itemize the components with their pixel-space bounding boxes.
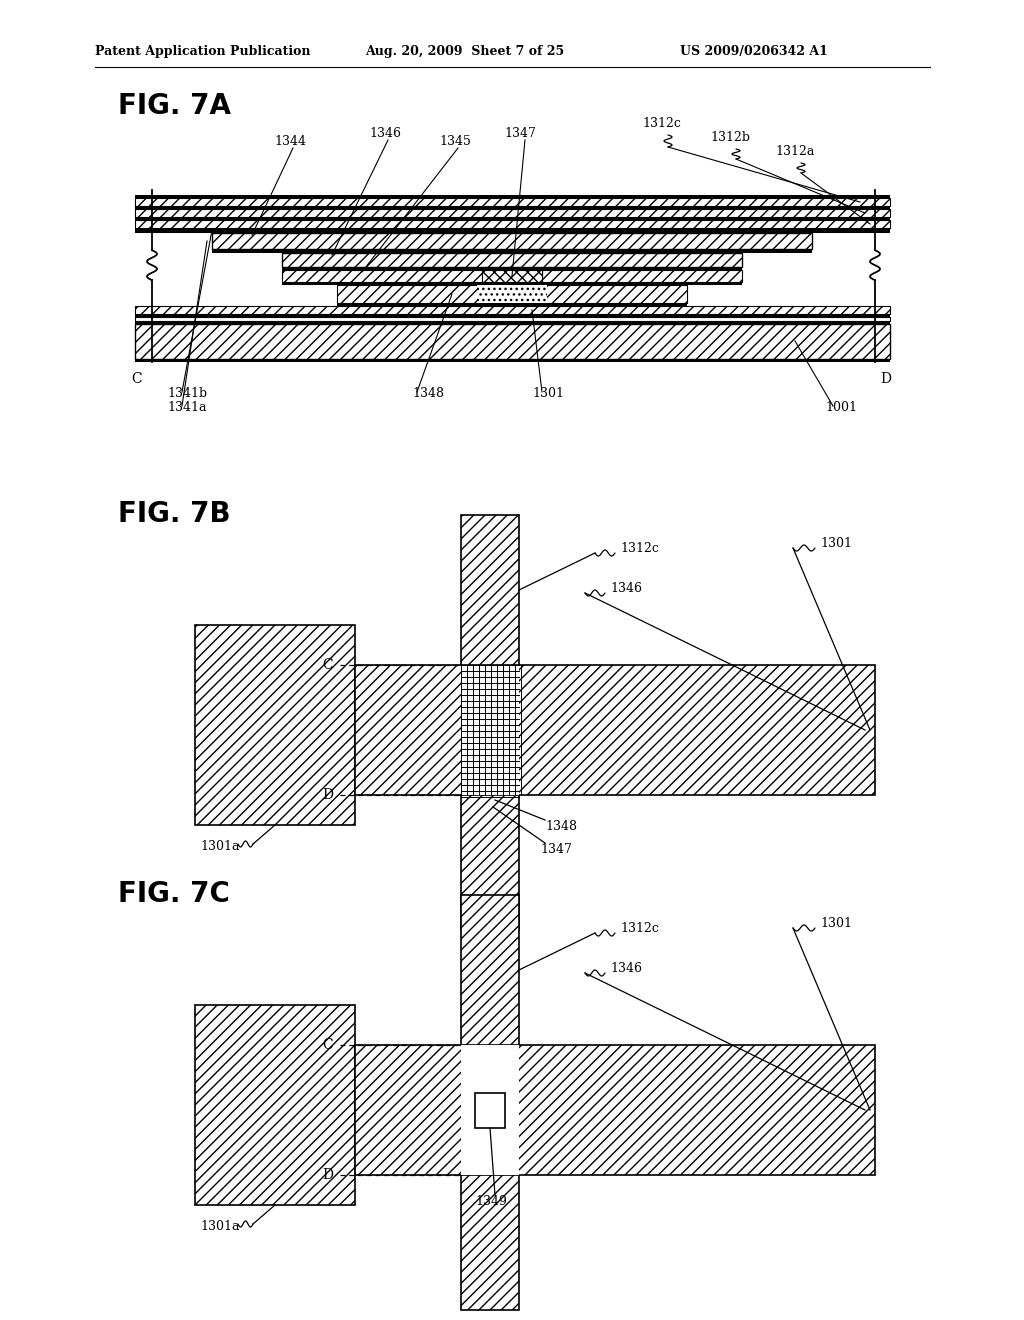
Text: FIG. 7C: FIG. 7C <box>118 880 229 908</box>
Text: Patent Application Publication: Patent Application Publication <box>95 45 310 58</box>
Text: 1301: 1301 <box>820 537 852 550</box>
Text: C: C <box>131 372 142 385</box>
Bar <box>477 285 547 304</box>
Text: 1001: 1001 <box>825 401 857 414</box>
Text: 1348: 1348 <box>545 820 577 833</box>
Text: 1301a: 1301a <box>200 1220 240 1233</box>
Bar <box>742 249 812 253</box>
Bar <box>195 1005 355 1205</box>
Text: 1312c: 1312c <box>620 543 658 554</box>
Bar <box>135 206 890 209</box>
Text: 1312b: 1312b <box>710 131 750 144</box>
Bar <box>195 624 355 825</box>
Text: 1301: 1301 <box>532 387 564 400</box>
Text: 1301: 1301 <box>820 917 852 931</box>
Bar <box>282 271 482 282</box>
Bar <box>135 228 890 234</box>
Bar <box>135 359 890 362</box>
Bar <box>337 304 687 306</box>
Bar <box>212 249 282 253</box>
Bar <box>337 285 687 304</box>
Bar <box>135 314 890 317</box>
Text: Aug. 20, 2009  Sheet 7 of 25: Aug. 20, 2009 Sheet 7 of 25 <box>365 45 564 58</box>
Bar <box>135 228 212 234</box>
Bar <box>282 253 742 267</box>
Text: 1312a: 1312a <box>775 145 814 158</box>
Bar <box>282 282 742 285</box>
Text: C: C <box>323 657 333 672</box>
Text: 1312c: 1312c <box>620 921 658 935</box>
Bar <box>135 317 890 321</box>
Text: 1312c: 1312c <box>642 117 681 129</box>
Bar <box>282 282 337 285</box>
Text: FIG. 7A: FIG. 7A <box>118 92 231 120</box>
Bar <box>542 271 742 282</box>
Text: US 2009/0206342 A1: US 2009/0206342 A1 <box>680 45 827 58</box>
Text: 1346: 1346 <box>369 127 401 140</box>
Text: 1341b: 1341b <box>167 387 207 400</box>
Bar <box>812 228 890 234</box>
Bar <box>135 323 890 359</box>
Text: 1347: 1347 <box>540 843 571 855</box>
Text: D: D <box>322 1168 333 1181</box>
Text: 1348: 1348 <box>412 387 444 400</box>
Text: 1345: 1345 <box>439 135 471 148</box>
Bar <box>135 220 890 228</box>
Text: FIG. 7B: FIG. 7B <box>118 500 230 528</box>
Text: 1301a: 1301a <box>200 840 240 853</box>
Bar <box>135 195 890 198</box>
Text: C: C <box>323 1038 333 1052</box>
Bar <box>461 895 519 1309</box>
Text: 1346: 1346 <box>610 962 642 975</box>
Bar <box>212 234 812 249</box>
Bar <box>355 1045 874 1175</box>
Bar <box>135 198 890 206</box>
Bar <box>355 665 874 795</box>
Bar <box>282 267 742 271</box>
Bar <box>461 1045 519 1175</box>
Text: 1344: 1344 <box>274 135 306 148</box>
Bar <box>461 665 519 795</box>
Text: 1349: 1349 <box>475 1195 507 1208</box>
Bar <box>475 1093 505 1129</box>
Text: D: D <box>880 372 891 385</box>
Text: 1347: 1347 <box>504 127 536 140</box>
Bar <box>212 249 812 253</box>
Bar <box>687 282 742 285</box>
Text: 1346: 1346 <box>610 582 642 595</box>
Bar <box>482 271 542 282</box>
Bar <box>461 515 519 931</box>
Bar <box>135 321 890 323</box>
Text: D: D <box>322 788 333 803</box>
Bar <box>135 209 890 216</box>
Bar <box>135 306 890 314</box>
Bar <box>135 216 890 220</box>
Text: 1341a: 1341a <box>167 401 207 414</box>
